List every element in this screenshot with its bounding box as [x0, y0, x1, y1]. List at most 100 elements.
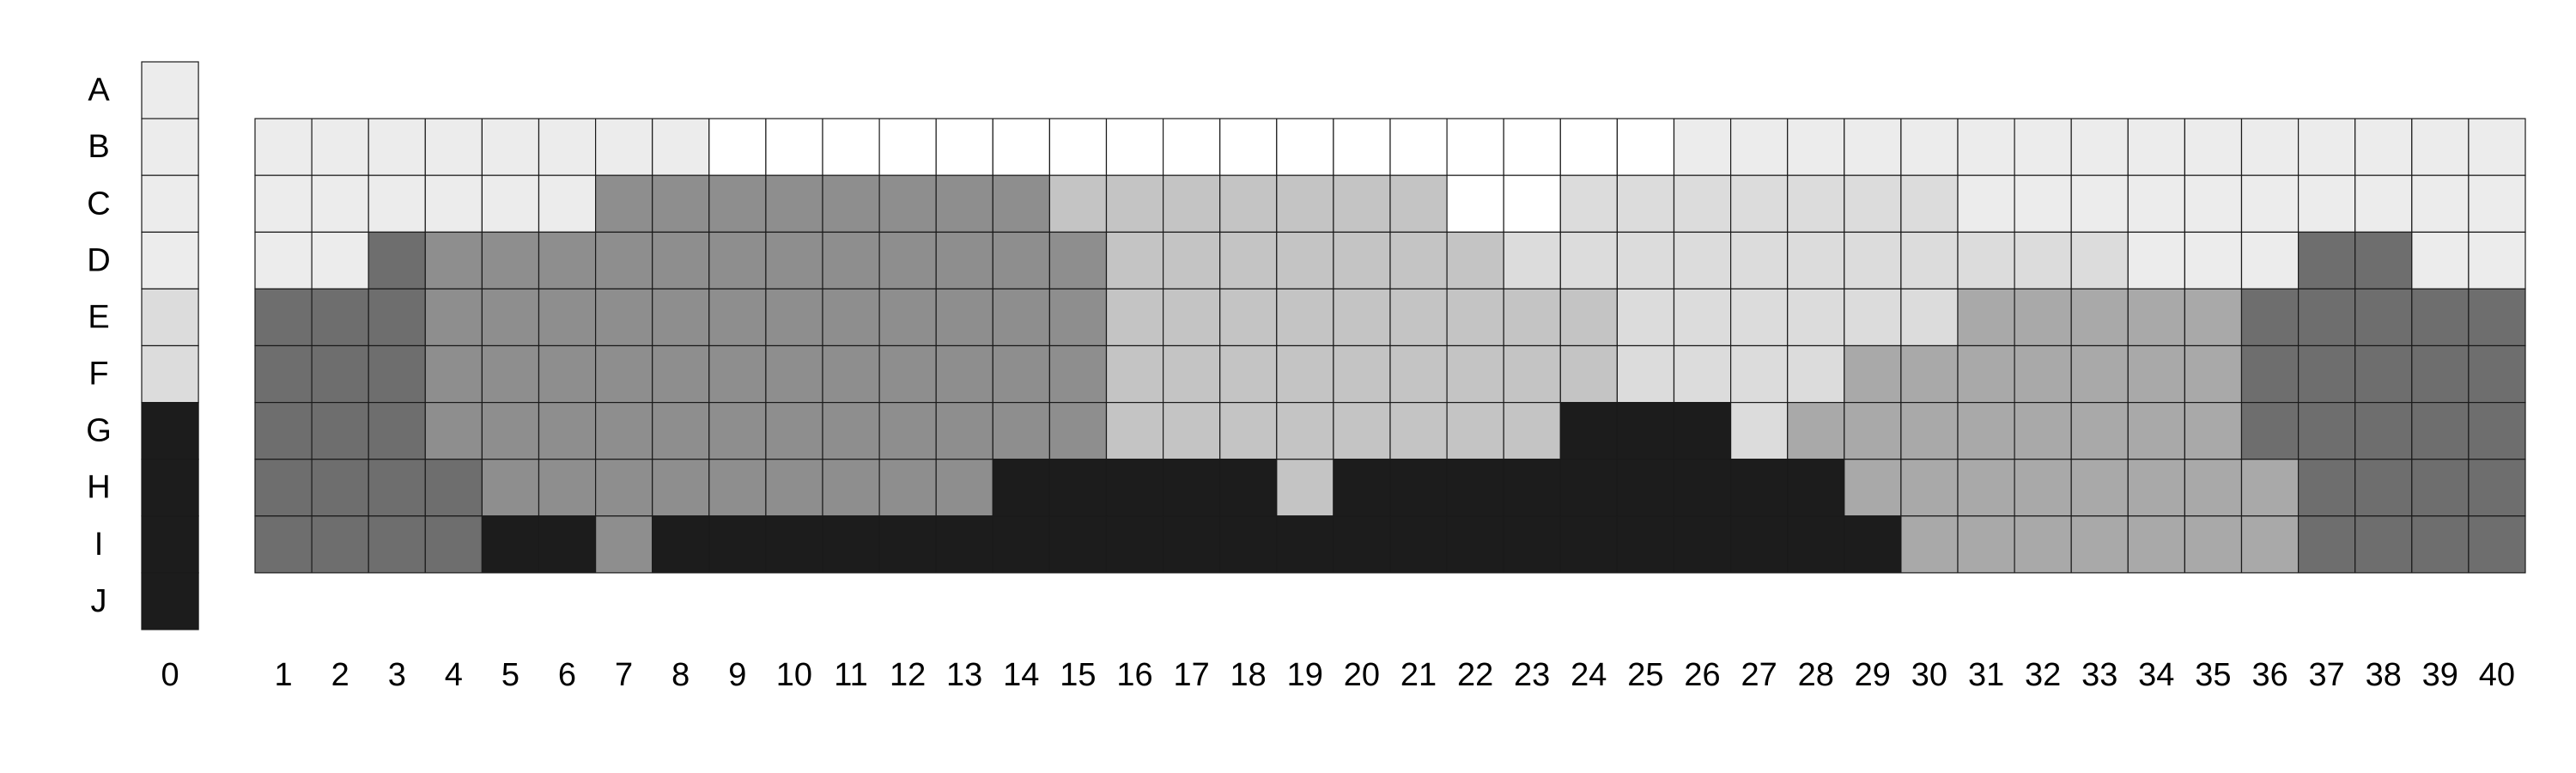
heatmap-cell-E-27: [1729, 288, 1789, 347]
column-label-10: 10: [776, 657, 812, 693]
heatmap-cell-G-5: [481, 402, 540, 460]
heatmap-cell-C-37: [2298, 174, 2356, 233]
heatmap-cell-C-4: [424, 174, 483, 233]
heatmap-cell-E-6: [538, 288, 597, 347]
column-label-8: 8: [671, 657, 690, 693]
heatmap-cell-B-18: [1219, 118, 1278, 176]
heatmap-cell-F-16: [1105, 344, 1164, 404]
column-label-0: 0: [161, 657, 179, 693]
heatmap-cell-F-35: [2184, 344, 2243, 404]
heatmap-cell-D-25: [1616, 231, 1675, 289]
heatmap-cell-C-39: [2411, 174, 2470, 233]
heatmap-cell-B-26: [1673, 118, 1732, 176]
heatmap-cell-G-1: [254, 402, 313, 460]
heatmap-cell-E-32: [2014, 288, 2072, 347]
heatmap-cell-D-15: [1048, 231, 1108, 289]
heatmap-cell-C-9: [708, 174, 767, 233]
row-label-J: J: [91, 583, 107, 619]
heatmap-cell-D-19: [1276, 231, 1334, 289]
heatmap-cell-I-18: [1219, 515, 1278, 574]
heatmap-cell-H-35: [2184, 459, 2243, 517]
heatmap-cell-I-17: [1162, 515, 1221, 574]
heatmap-cell-I-19: [1276, 515, 1334, 574]
heatmap-cell-H-7: [594, 459, 653, 517]
heatmap-cell-B-14: [992, 118, 1051, 176]
heatmap-cell-F-40: [2468, 344, 2526, 404]
heatmap-cell-E-36: [2240, 288, 2300, 347]
heatmap-cell-F-13: [935, 344, 993, 404]
heatmap-cell-H-37: [2298, 459, 2356, 517]
heatmap-cell-D-27: [1729, 231, 1789, 289]
heatmap-cell-I-5: [481, 515, 540, 574]
heatmap-cell-I-10: [765, 515, 823, 574]
column-label-32: 32: [2025, 657, 2061, 693]
heatmap-cell-C-20: [1333, 174, 1391, 233]
heatmap-cell-B-40: [2468, 118, 2526, 176]
heatmap-cell-F-14: [992, 344, 1051, 404]
heatmap-cell-I-31: [1957, 515, 2015, 574]
heatmap-cell-I-1: [254, 515, 313, 574]
heatmap-cell-E-33: [2070, 288, 2129, 347]
column-label-4: 4: [445, 657, 463, 693]
column-label-36: 36: [2251, 657, 2287, 693]
heatmap-cell-B-11: [822, 118, 880, 176]
heatmap-cell-D-29: [1844, 231, 1902, 289]
heatmap-cell-C-33: [2070, 174, 2129, 233]
heatmap-cell-H-30: [1900, 459, 1959, 517]
column-label-39: 39: [2422, 657, 2458, 693]
column-label-5: 5: [501, 657, 519, 693]
heatmap-cell-H-11: [822, 459, 880, 517]
heatmap-cell-H-32: [2014, 459, 2072, 517]
column-label-6: 6: [558, 657, 576, 693]
heatmap-cell-D-17: [1162, 231, 1221, 289]
heatmap-cell-I-3: [368, 515, 426, 574]
column-label-21: 21: [1400, 657, 1437, 693]
heatmap-cell-D-6: [538, 231, 597, 289]
heatmap-cell-B-2: [311, 118, 369, 176]
heatmap-cell-I-24: [1559, 515, 1619, 574]
row-label-C: C: [87, 186, 110, 222]
heatmap-cell-C-7: [594, 174, 653, 233]
heatmap-cell-I-9: [708, 515, 767, 574]
heatmap-cell-B-9: [708, 118, 767, 176]
heatmap-cell-C-34: [2127, 174, 2186, 233]
heatmap-cell-E-2: [311, 288, 369, 347]
heatmap-cell-C-11: [822, 174, 880, 233]
heatmap-cell-F-22: [1446, 344, 1504, 404]
heatmap-cell-B-15: [1048, 118, 1108, 176]
heatmap-cell-E-0: [141, 288, 199, 347]
heatmap-cell-D-31: [1957, 231, 2015, 289]
heatmap-cell-C-10: [765, 174, 823, 233]
heatmap-cell-H-4: [424, 459, 483, 517]
column-label-40: 40: [2479, 657, 2515, 693]
column-label-33: 33: [2081, 657, 2117, 693]
column-label-38: 38: [2366, 657, 2402, 693]
heatmap-cell-G-31: [1957, 402, 2015, 460]
row-label-F: F: [88, 356, 108, 393]
heatmap-cell-I-15: [1048, 515, 1108, 574]
heatmap-cell-C-28: [1787, 174, 1845, 233]
heatmap-cell-F-17: [1162, 344, 1221, 404]
heatmap-cell-C-36: [2240, 174, 2300, 233]
column-label-23: 23: [1514, 657, 1550, 693]
heatmap-cell-G-10: [765, 402, 823, 460]
heatmap-cell-F-24: [1559, 344, 1619, 404]
heatmap-cell-H-9: [708, 459, 767, 517]
heatmap-cell-I-35: [2184, 515, 2243, 574]
heatmap-cell-B-39: [2411, 118, 2470, 176]
heatmap-cell-F-5: [481, 344, 540, 404]
column-label-35: 35: [2195, 657, 2231, 693]
heatmap-cell-E-37: [2298, 288, 2356, 347]
heatmap-cell-G-27: [1729, 402, 1789, 460]
heatmap-cell-C-38: [2354, 174, 2413, 233]
heatmap-cell-B-8: [652, 118, 710, 176]
column-label-25: 25: [1627, 657, 1663, 693]
heatmap-cell-F-39: [2411, 344, 2470, 404]
column-label-34: 34: [2138, 657, 2174, 693]
heatmap-cell-C-3: [368, 174, 426, 233]
heatmap-cell-C-12: [878, 174, 937, 233]
heatmap-cell-D-39: [2411, 231, 2470, 289]
heatmap-cell-D-38: [2354, 231, 2413, 289]
heatmap-cell-G-17: [1162, 402, 1221, 460]
